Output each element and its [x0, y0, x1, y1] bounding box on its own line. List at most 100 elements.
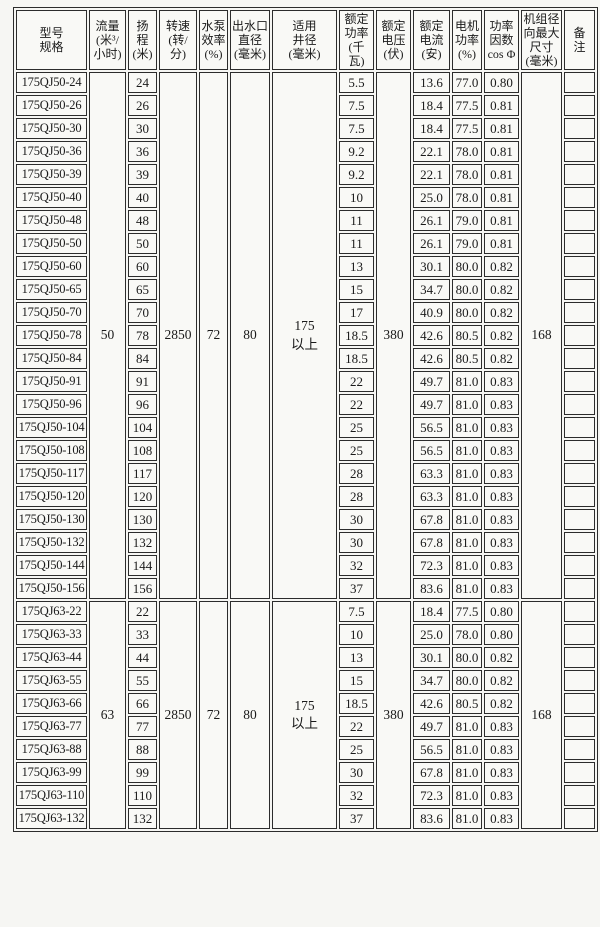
cell-motor-efficiency: 79.0 — [452, 210, 482, 231]
cell-power-factor: 0.81 — [484, 141, 519, 162]
cell-remark — [564, 486, 595, 507]
cell-motor-efficiency: 81.0 — [452, 555, 482, 576]
cell-motor-efficiency: 81.0 — [452, 808, 482, 829]
cell-current: 49.7 — [413, 371, 450, 392]
cell-motor-efficiency: 79.0 — [452, 233, 482, 254]
cell-model: 175QJ50-30 — [16, 118, 87, 139]
cell-power: 30 — [339, 532, 374, 553]
cell-power: 22 — [339, 371, 374, 392]
cell-head: 132 — [128, 808, 157, 829]
cell-head: 50 — [128, 233, 157, 254]
cell-model: 175QJ50-48 — [16, 210, 87, 231]
table-row: 175QJ50-50 50 11 26.1 79.0 0.81 — [16, 233, 595, 254]
cell-current: 22.1 — [413, 141, 450, 162]
cell-head: 24 — [128, 72, 157, 93]
cell-power: 28 — [339, 463, 374, 484]
cell-power: 30 — [339, 509, 374, 530]
cell-current: 72.3 — [413, 555, 450, 576]
table-row: 175QJ63-99 99 30 67.8 81.0 0.83 — [16, 762, 595, 783]
cell-speed: 2850 — [159, 72, 197, 599]
cell-motor-efficiency: 81.0 — [452, 716, 482, 737]
table-row: 175QJ50-117 117 28 63.3 81.0 0.83 — [16, 463, 595, 484]
cell-power: 7.5 — [339, 601, 374, 622]
cell-model: 175QJ63-66 — [16, 693, 87, 714]
cell-motor-efficiency: 81.0 — [452, 486, 482, 507]
cell-power-factor: 0.81 — [484, 210, 519, 231]
cell-power: 11 — [339, 210, 374, 231]
header-rated-power: 额定 功率 (千 瓦) — [339, 10, 374, 70]
cell-max-unit-diameter: 168 — [521, 72, 562, 599]
cell-power-factor: 0.83 — [484, 394, 519, 415]
cell-remark — [564, 555, 595, 576]
cell-power-factor: 0.82 — [484, 279, 519, 300]
cell-motor-efficiency: 77.0 — [452, 72, 482, 93]
cell-head: 26 — [128, 95, 157, 116]
cell-head: 91 — [128, 371, 157, 392]
table-row: 175QJ50-96 96 22 49.7 81.0 0.83 — [16, 394, 595, 415]
table-row: 175QJ50-78 78 18.5 42.6 80.5 0.82 — [16, 325, 595, 346]
header-speed: 转速 (转/ 分) — [159, 10, 197, 70]
cell-remark — [564, 716, 595, 737]
cell-current: 56.5 — [413, 440, 450, 461]
cell-motor-efficiency: 78.0 — [452, 141, 482, 162]
cell-head: 110 — [128, 785, 157, 806]
cell-motor-efficiency: 81.0 — [452, 440, 482, 461]
cell-motor-efficiency: 80.5 — [452, 348, 482, 369]
cell-head: 66 — [128, 693, 157, 714]
table-row: 175QJ50-108 108 25 56.5 81.0 0.83 — [16, 440, 595, 461]
cell-power-factor: 0.83 — [484, 716, 519, 737]
cell-motor-efficiency: 81.0 — [452, 785, 482, 806]
header-rated-current: 额定 电流 (安) — [413, 10, 450, 70]
cell-head: 60 — [128, 256, 157, 277]
header-model: 型号 规格 — [16, 10, 87, 70]
header-remark: 备 注 — [564, 10, 595, 70]
cell-head: 117 — [128, 463, 157, 484]
cell-motor-efficiency: 80.5 — [452, 693, 482, 714]
cell-model: 175QJ63-44 — [16, 647, 87, 668]
cell-power: 25 — [339, 739, 374, 760]
cell-head: 33 — [128, 624, 157, 645]
cell-power-factor: 0.81 — [484, 233, 519, 254]
table-section-1: 175QJ50-24 50 24 2850 72 80 175 以上 5.5 380 13.6 77… — [16, 72, 595, 599]
cell-power-factor: 0.83 — [484, 785, 519, 806]
table-row: 175QJ50-70 70 17 40.9 80.0 0.82 — [16, 302, 595, 323]
cell-head: 120 — [128, 486, 157, 507]
cell-head: 70 — [128, 302, 157, 323]
table-row: 175QJ50-26 26 7.5 18.4 77.5 0.81 — [16, 95, 595, 116]
cell-current: 18.4 — [413, 95, 450, 116]
cell-power: 32 — [339, 785, 374, 806]
cell-remark — [564, 233, 595, 254]
cell-head: 96 — [128, 394, 157, 415]
table-row: 175QJ50-39 39 9.2 22.1 78.0 0.81 — [16, 164, 595, 185]
cell-power-factor: 0.81 — [484, 164, 519, 185]
cell-power: 22 — [339, 394, 374, 415]
cell-remark — [564, 417, 595, 438]
cell-well-diameter: 175 以上 — [272, 72, 337, 599]
cell-model: 175QJ63-55 — [16, 670, 87, 691]
cell-head: 104 — [128, 417, 157, 438]
cell-remark — [564, 279, 595, 300]
cell-power: 18.5 — [339, 693, 374, 714]
cell-motor-efficiency: 77.5 — [452, 601, 482, 622]
cell-power: 10 — [339, 187, 374, 208]
cell-model: 175QJ63-132 — [16, 808, 87, 829]
cell-remark — [564, 210, 595, 231]
cell-remark — [564, 164, 595, 185]
cell-head: 39 — [128, 164, 157, 185]
cell-outlet-diameter: 80 — [230, 72, 270, 599]
cell-remark — [564, 463, 595, 484]
cell-motor-efficiency: 80.0 — [452, 647, 482, 668]
cell-head: 22 — [128, 601, 157, 622]
cell-model: 175QJ50-36 — [16, 141, 87, 162]
cell-remark — [564, 785, 595, 806]
cell-max-unit-diameter: 168 — [521, 601, 562, 829]
cell-power: 5.5 — [339, 72, 374, 93]
cell-model: 175QJ50-39 — [16, 164, 87, 185]
cell-power: 37 — [339, 808, 374, 829]
cell-model: 175QJ50-156 — [16, 578, 87, 599]
cell-current: 56.5 — [413, 417, 450, 438]
cell-model: 175QJ50-50 — [16, 233, 87, 254]
cell-motor-efficiency: 80.0 — [452, 256, 482, 277]
cell-remark — [564, 440, 595, 461]
cell-motor-efficiency: 81.0 — [452, 739, 482, 760]
